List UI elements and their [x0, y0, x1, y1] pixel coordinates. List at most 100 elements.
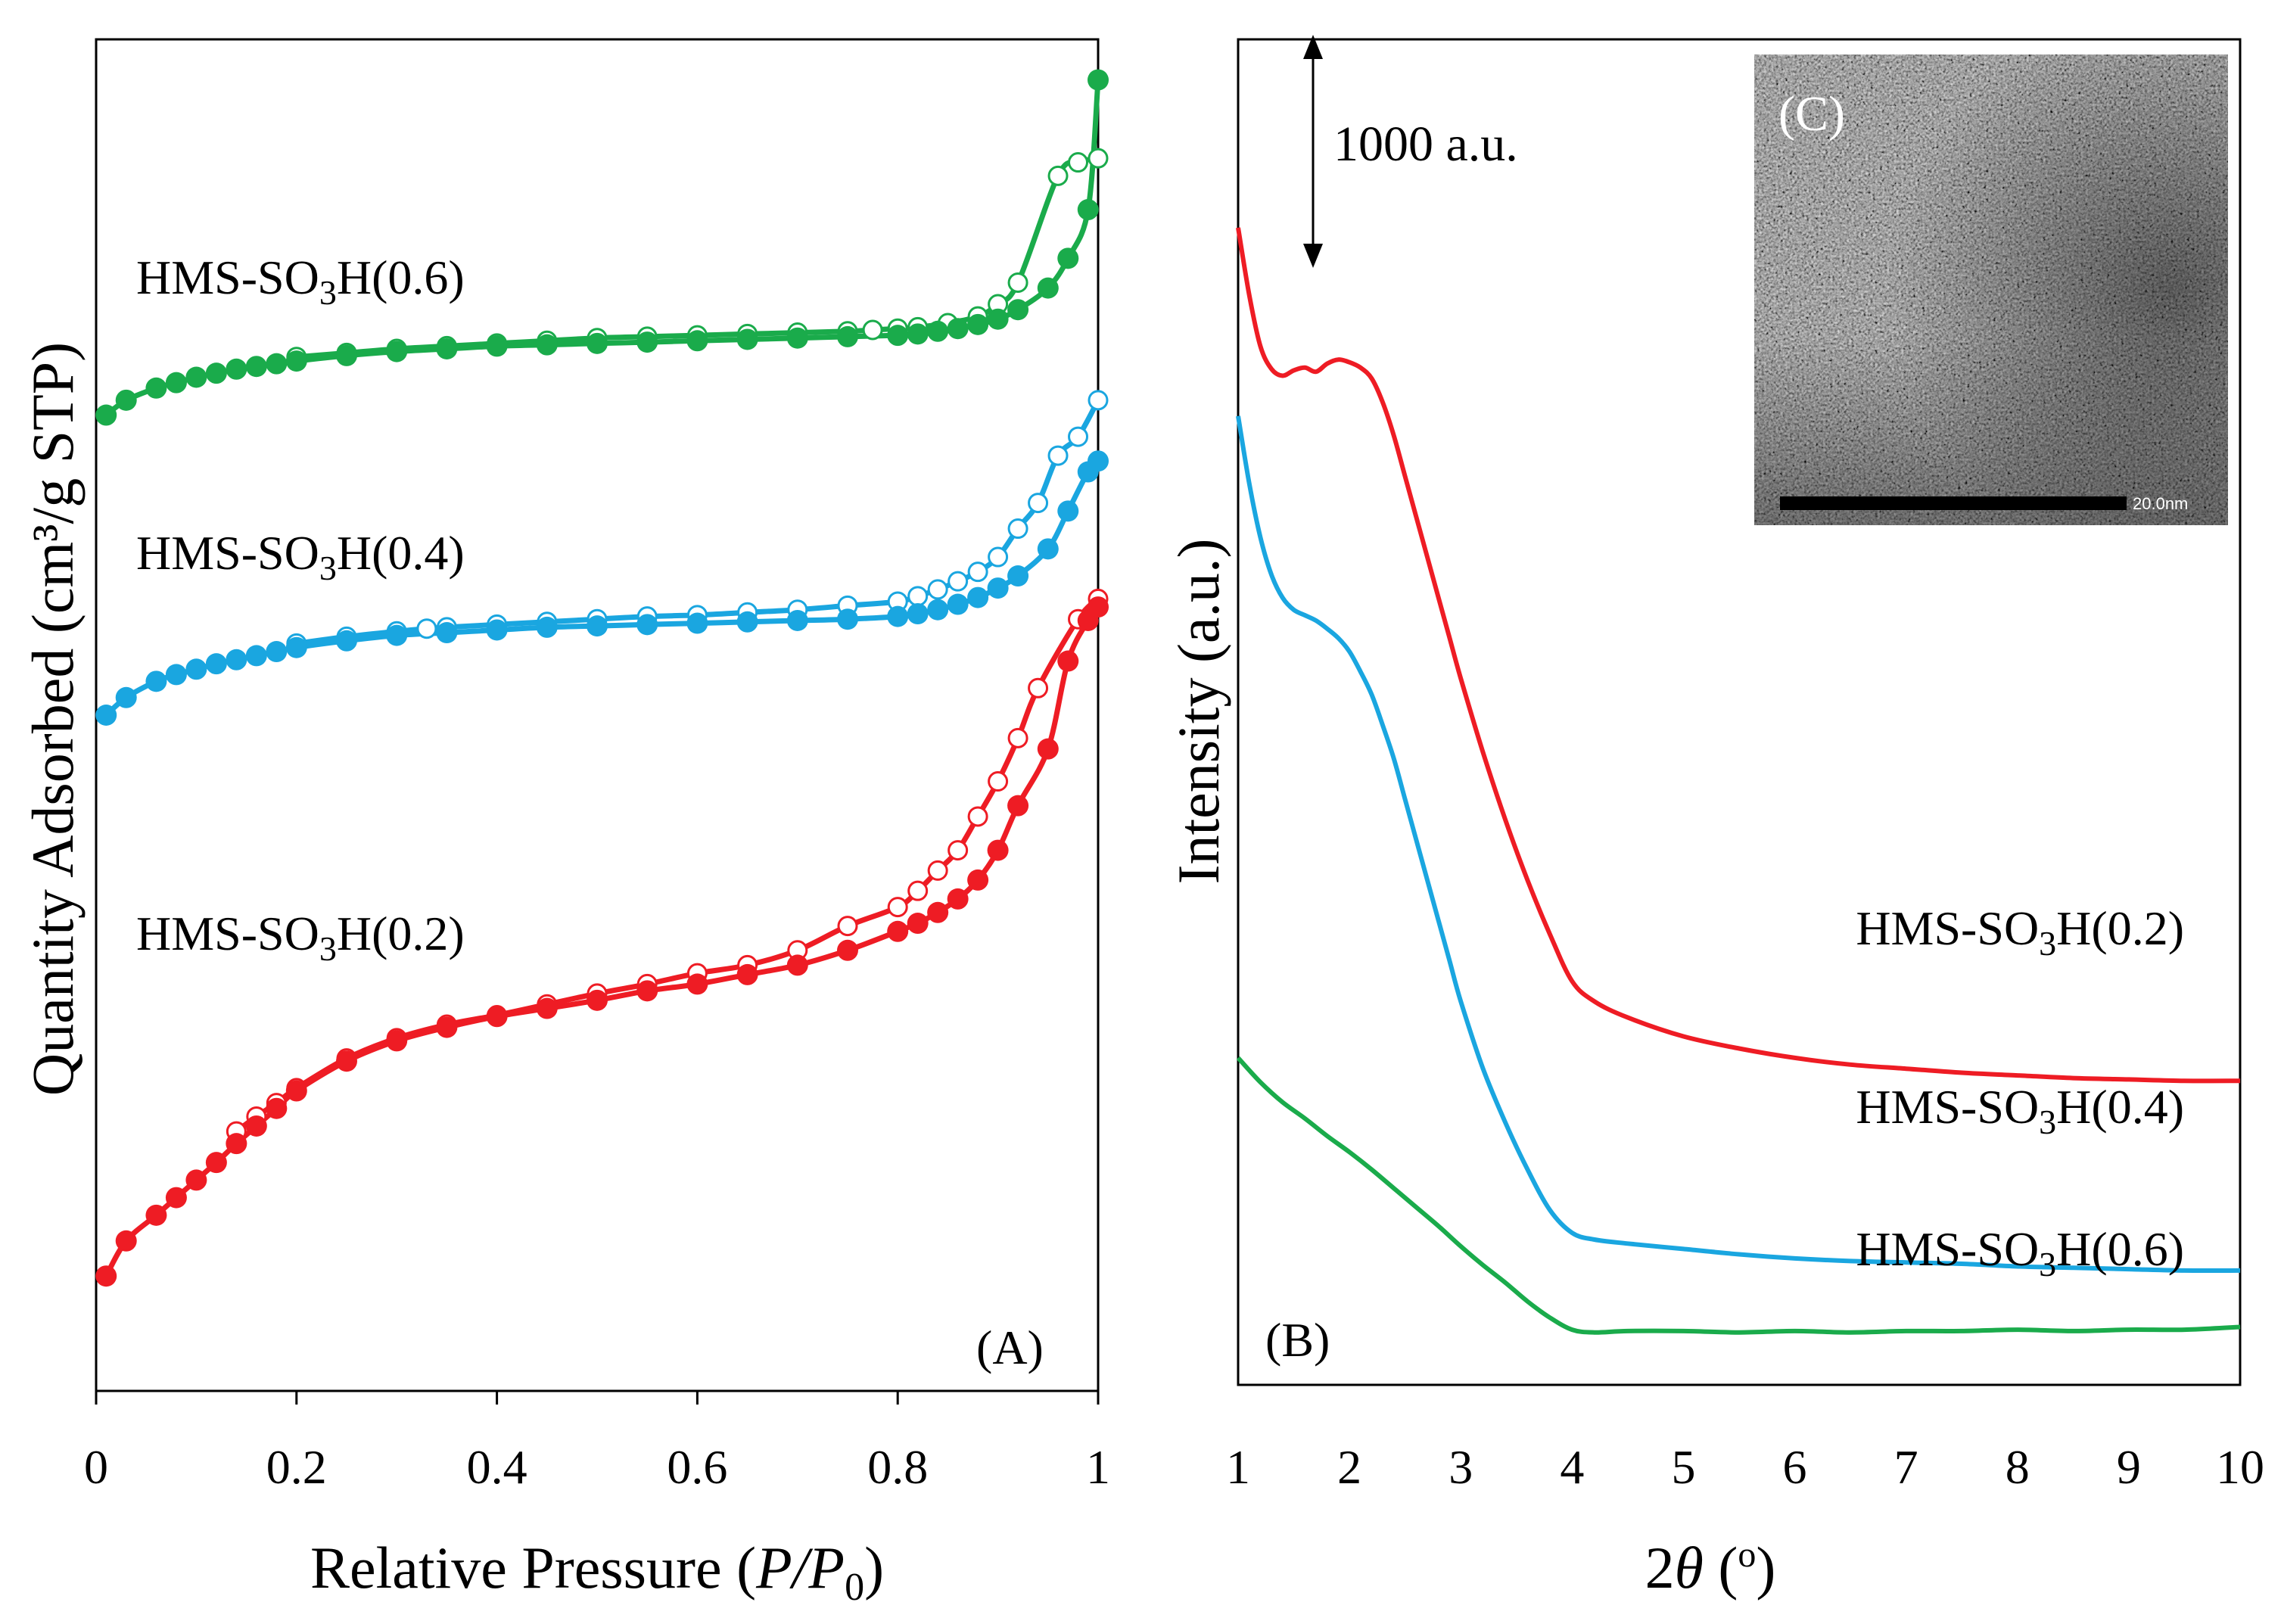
isotherm-hms-so3h-0-6-adsorption-point — [736, 328, 758, 350]
panel-a-tick-label: 0.6 — [667, 1440, 727, 1494]
isotherm-hms-so3h-0-2-adsorption-point — [165, 1187, 187, 1209]
tem-scale-bar-label: 20.0nm — [2133, 494, 2188, 513]
panel-a-frame — [95, 38, 1100, 1392]
isotherm-hms-so3h-0-4-adsorption-point — [115, 686, 137, 708]
isotherm-hms-so3h-0-6-adsorption-point — [1037, 277, 1059, 299]
isotherm-hms-so3h-0-2-adsorption-point — [486, 1006, 508, 1028]
isotherm-hms-so3h-0-6-desorption-line — [296, 155, 1099, 360]
panel-a-hms-so3h-0-2-label: HMS-SO3H(0.2) — [136, 907, 465, 968]
isotherm-hms-so3h-0-2-adsorption-point — [95, 1265, 117, 1287]
isotherm-hms-so3h-0-4-adsorption-point — [436, 622, 458, 644]
panel-b-hms-so3h-0-4-label: HMS-SO3H(0.4) — [1856, 1080, 2184, 1141]
isotherm-hms-so3h-0-2-adsorption-point — [226, 1133, 247, 1155]
isotherm-hms-so3h-0-2 — [95, 588, 1109, 1287]
isotherm-hms-so3h-0-6-desorption-point — [1068, 152, 1089, 173]
panel-a-tick-label: 0.8 — [867, 1440, 928, 1494]
isotherm-hms-so3h-0-6-adsorption-point — [1077, 199, 1099, 221]
panel-a-series-labels: HMS-SO3H(0.6) HMS-SO3H(0.4) HMS-SO3H(0.2) — [136, 250, 465, 968]
isotherm-hms-so3h-0-4-adsorption-point — [386, 624, 408, 646]
isotherm-hms-so3h-0-2-desorption-point — [1028, 677, 1049, 698]
isotherm-hms-so3h-0-2-desorption-point — [988, 771, 1009, 792]
isotherm-hms-so3h-0-2-adsorption-point — [115, 1230, 137, 1252]
isotherm-hms-so3h-0-2-adsorption-point — [285, 1080, 307, 1102]
isotherm-hms-so3h-0-6-adsorption-point — [486, 335, 508, 357]
isotherm-hms-so3h-0-6-adsorption-point — [786, 327, 808, 349]
isotherm-hms-so3h-0-6-adsorption-point — [95, 404, 117, 426]
xrd-hms-so3h-0-2-line — [1236, 227, 2241, 1084]
isotherm-hms-so3h-0-6 — [95, 69, 1109, 426]
isotherm-hms-so3h-0-2-desorption-point — [948, 840, 969, 861]
scale-bar-label: 1000 a.u. — [1333, 117, 1518, 172]
isotherm-hms-so3h-0-4-adsorption-point — [887, 605, 909, 627]
isotherm-hms-so3h-0-4-desorption-point — [416, 618, 437, 639]
isotherm-hms-so3h-0-6-desorption-point — [862, 319, 883, 341]
panel-a-label: (A) — [976, 1321, 1044, 1374]
isotherm-hms-so3h-0-2-adsorption-point — [736, 963, 758, 985]
isotherm-hms-so3h-0-6-adsorption-point — [947, 318, 969, 340]
isotherm-hms-so3h-0-2-adsorption-point — [266, 1097, 288, 1119]
isotherm-hms-so3h-0-6-adsorption-point — [987, 308, 1009, 330]
intensity-scale-bar: 1000 a.u. — [1303, 35, 1518, 268]
isotherm-hms-so3h-0-4-desorption-point — [1007, 518, 1028, 540]
isotherm-hms-so3h-0-6-adsorption-point — [245, 356, 267, 378]
isotherm-hms-so3h-0-4-adsorption-point — [1007, 565, 1029, 587]
isotherm-hms-so3h-0-2-adsorption-point — [837, 939, 858, 961]
isotherm-hms-so3h-0-6-adsorption-point — [907, 323, 929, 345]
panel-b-tick-label: 3 — [1449, 1440, 1473, 1494]
isotherm-hms-so3h-0-2-adsorption-point — [587, 989, 608, 1011]
tem-image-shade-bottom — [1754, 54, 2228, 525]
isotherm-hms-so3h-0-4-adsorption-point — [967, 586, 989, 608]
isotherm-hms-so3h-0-4-adsorption-point — [907, 603, 929, 625]
panel-b-xrd-chart: 1 2 3 4 5 6 7 8 9 10 HMS-SO3H(0.2)HMS-SO3H(0.4)HM… — [1165, 35, 2264, 1601]
isotherm-hms-so3h-0-4-desorption-point — [967, 562, 988, 583]
isotherm-hms-so3h-0-4-adsorption-point — [336, 630, 357, 652]
panel-b-tick-label: 1 — [1226, 1440, 1250, 1494]
isotherm-hms-so3h-0-2-adsorption-point — [145, 1204, 167, 1226]
panel-a-series — [95, 69, 1109, 1287]
isotherm-hms-so3h-0-6-desorption-point — [1007, 272, 1028, 293]
tem-scale-bar — [1780, 496, 2127, 510]
panel-b-tick-label: 7 — [1894, 1440, 1918, 1494]
panel-b-x-axis-title: 2θ (o) — [1645, 1535, 1776, 1601]
isotherm-hms-so3h-0-4-adsorption-point — [185, 658, 207, 680]
isotherm-hms-so3h-0-4-adsorption-point — [205, 653, 227, 675]
panel-a-tick-label: 1 — [1086, 1440, 1110, 1494]
isotherm-hms-so3h-0-6-adsorption-point — [226, 358, 247, 380]
isotherm-hms-so3h-0-4-adsorption-point — [1057, 500, 1079, 522]
isotherm-hms-so3h-0-6-adsorption-point — [887, 325, 909, 347]
isotherm-hms-so3h-0-4-adsorption-line — [104, 459, 1100, 717]
isotherm-hms-so3h-0-6-adsorption-point — [285, 350, 307, 372]
panel-b-label: (B) — [1265, 1313, 1330, 1367]
xrd-hms-so3h-0-4-line — [1236, 415, 2241, 1274]
panel-b-hms-so3h-0-6-label: HMS-SO3H(0.6) — [1856, 1222, 2184, 1283]
isotherm-hms-so3h-0-4-adsorption-point — [226, 649, 247, 670]
isotherm-hms-so3h-0-4-adsorption-point — [245, 645, 267, 667]
panel-a-x-axis: 0 0.2 0.4 0.6 0.8 1 — [84, 1391, 1110, 1494]
isotherm-hms-so3h-0-6-desorption-point — [1047, 165, 1069, 186]
isotherm-hms-so3h-0-4-adsorption-point — [987, 577, 1009, 599]
isotherm-hms-so3h-0-2-adsorption-point — [436, 1016, 458, 1038]
isotherm-hms-so3h-0-6-adsorption-point — [266, 353, 288, 375]
isotherm-hms-so3h-0-2-desorption-point — [927, 860, 948, 881]
panel-b-tick-label: 8 — [2006, 1440, 2030, 1494]
panel-a-hms-so3h-0-6-label: HMS-SO3H(0.6) — [136, 250, 465, 312]
isotherm-hms-so3h-0-4-adsorption-point — [927, 599, 949, 621]
isotherm-hms-so3h-0-4-adsorption-point — [145, 670, 167, 692]
isotherm-hms-so3h-0-2-adsorption-point — [887, 920, 909, 942]
isotherm-hms-so3h-0-4-adsorption-point — [266, 641, 288, 663]
isotherm-hms-so3h-0-4-adsorption-point — [837, 608, 858, 630]
isotherm-hms-so3h-0-4-desorption-point — [1088, 390, 1109, 411]
panel-a-tick-label: 0.2 — [266, 1440, 327, 1494]
panel-b-hms-so3h-0-2-label: HMS-SO3H(0.2) — [1856, 901, 2184, 963]
isotherm-hms-so3h-0-4-adsorption-point — [165, 664, 187, 686]
isotherm-hms-so3h-0-4-adsorption-point — [636, 614, 658, 636]
isotherm-hms-so3h-0-2-desorption-point — [887, 897, 908, 918]
isotherm-hms-so3h-0-4 — [95, 390, 1109, 726]
isotherm-hms-so3h-0-4-adsorption-point — [1088, 450, 1109, 472]
isotherm-hms-so3h-0-4-adsorption-point — [587, 615, 608, 637]
panel-a-y-axis-title: Quantity Adsorbed (cm³/g STP) — [20, 342, 86, 1096]
isotherm-hms-so3h-0-2-adsorption-point — [947, 888, 969, 910]
panel-b-series-labels: HMS-SO3H(0.2) HMS-SO3H(0.4) HMS-SO3H(0.6) — [1856, 901, 2184, 1283]
isotherm-hms-so3h-0-4-desorption-point — [907, 586, 929, 607]
